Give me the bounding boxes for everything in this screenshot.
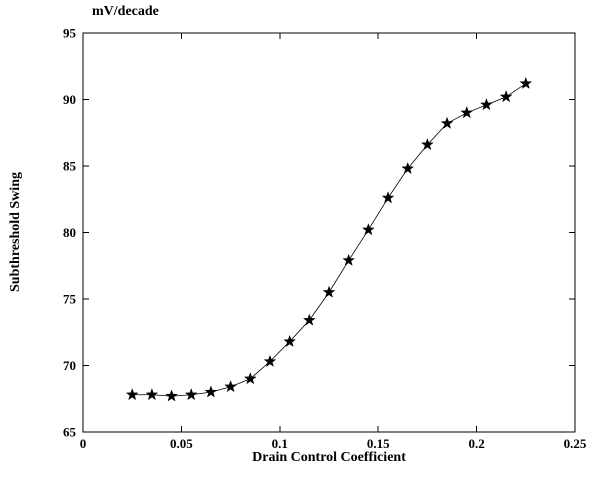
x-tick-label: 0.1 [272, 436, 288, 451]
data-marker [480, 98, 493, 111]
data-marker [263, 354, 277, 367]
x-tick-label: 0 [80, 436, 87, 451]
x-tick-label: 0.05 [170, 436, 193, 451]
series-line [132, 83, 527, 397]
data-marker [381, 191, 395, 204]
x-axis-label: Drain Control Coefficient [252, 450, 406, 465]
chart-title: mV/decade [92, 4, 159, 19]
data-marker [204, 385, 218, 398]
axis-box [82, 32, 576, 433]
data-marker [125, 387, 139, 401]
data-marker [243, 372, 257, 385]
data-marker [499, 90, 513, 103]
y-axis-label: Subthreshold Swing [8, 172, 23, 292]
data-marker [342, 253, 356, 266]
x-tick-label: 0.15 [367, 436, 390, 451]
data-marker [224, 380, 238, 393]
data-marker [145, 387, 159, 401]
data-marker [440, 116, 454, 129]
y-tick-label: 85 [63, 159, 77, 174]
y-tick-label: 70 [63, 358, 76, 373]
data-marker [184, 387, 198, 401]
data-marker [519, 76, 533, 90]
data-marker [420, 137, 434, 151]
data-marker [460, 106, 474, 119]
data-marker [361, 223, 375, 236]
data-marker [322, 285, 336, 298]
data-marker [165, 389, 178, 402]
x-tick-label: 0.25 [564, 436, 587, 451]
x-tick-label: 0.2 [468, 436, 484, 451]
y-tick-label: 90 [63, 92, 76, 107]
y-tick-label: 80 [63, 225, 76, 240]
data-marker [283, 334, 297, 348]
data-marker [401, 161, 415, 175]
y-tick-label: 95 [63, 26, 77, 41]
y-tick-label: 75 [63, 292, 77, 307]
y-tick-label: 65 [63, 425, 77, 440]
data-marker [302, 313, 316, 326]
